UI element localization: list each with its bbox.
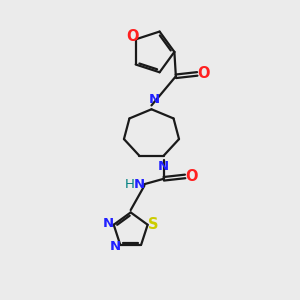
Text: O: O xyxy=(126,29,138,44)
Text: S: S xyxy=(148,217,158,232)
Text: N: N xyxy=(158,160,169,173)
Text: H: H xyxy=(125,178,135,190)
Text: N: N xyxy=(109,240,120,253)
Text: O: O xyxy=(197,66,209,81)
Text: O: O xyxy=(185,169,197,184)
Text: N: N xyxy=(148,93,159,106)
Text: N: N xyxy=(134,178,145,190)
Text: N: N xyxy=(103,217,114,230)
